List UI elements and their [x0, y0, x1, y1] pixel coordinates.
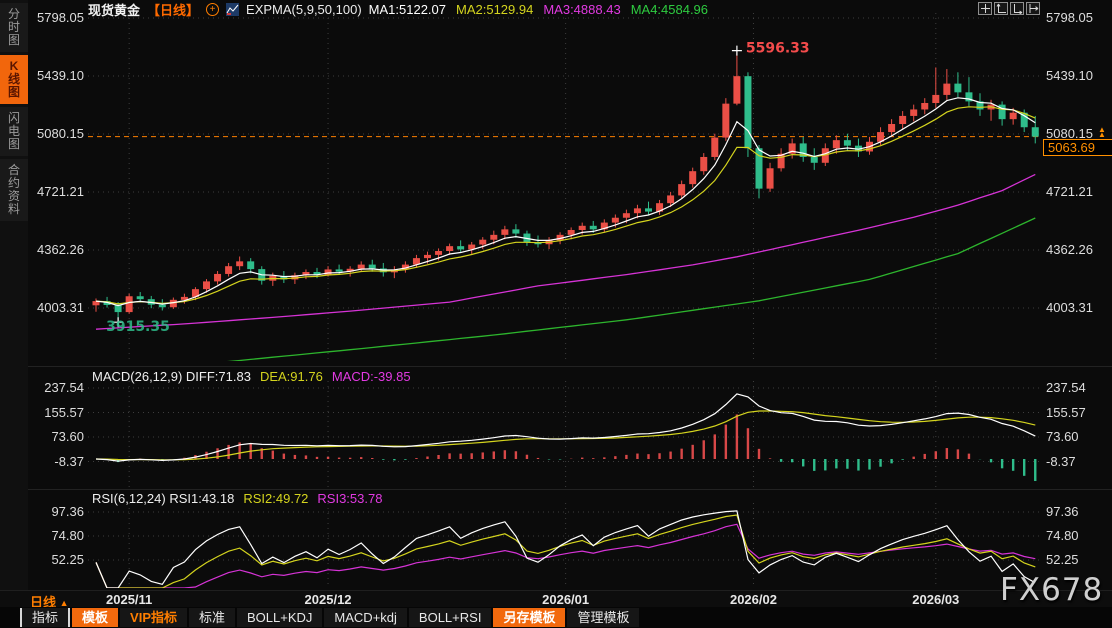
scroll-right-icon[interactable]: [1026, 2, 1040, 15]
current-price-tag: 5063.69: [1043, 139, 1112, 156]
svg-text:3915.35: 3915.35: [106, 319, 170, 335]
y-axis-label: 4721.21: [37, 183, 84, 199]
y-axis-label: 73.60: [51, 429, 84, 444]
y-axis-label: 74.80: [1046, 528, 1079, 543]
macd-header-part: MACD(26,12,9) DIFF:71.83: [92, 369, 251, 384]
ma1-value: MA1:5122.07: [368, 2, 446, 17]
rsi-header-part: RSI3:53.78: [317, 491, 383, 506]
macd-header-part: MACD:-39.85: [331, 369, 411, 384]
y-axis-label: 4362.26: [37, 241, 84, 257]
chart-header: 现货黄金 【日线】 + EXPMA(5,9,50,100) MA1:5122.0…: [88, 1, 718, 18]
y-axis-label: 5798.05: [1046, 10, 1093, 25]
y-axis-label: 4721.21: [1046, 183, 1093, 199]
x-axis-label: 2025/12: [304, 592, 352, 607]
ma4-value: MA4:4584.96: [630, 2, 709, 17]
add-indicator-icon[interactable]: +: [206, 3, 220, 16]
y-axis-label: 97.36: [1046, 504, 1079, 519]
ma3-value: MA3:4888.43: [543, 2, 621, 17]
sidebar-tab-time-chart[interactable]: 分时图: [0, 3, 28, 52]
btn-save-template[interactable]: 另存模板: [493, 608, 566, 627]
zoom-x-axis-icon[interactable]: [1010, 2, 1024, 15]
x-axis-label: 2026/03: [912, 592, 960, 607]
svg-text:5596.33: 5596.33: [746, 41, 810, 57]
chart-canvas[interactable]: 5596.33 3915.35: [0, 0, 1112, 590]
sidebar-tab-contract-info[interactable]: 合约资料: [0, 159, 28, 221]
zoom-y-axis-icon[interactable]: [994, 2, 1008, 15]
date-axis-row: 日线 ▲ 2025/11 2025/12 2026/01 2026/02 2026/03: [0, 590, 1112, 610]
watermark: FX678: [1000, 572, 1104, 608]
y-axis-label: 4003.31: [1046, 299, 1093, 315]
y-axis-label: 73.60: [1046, 429, 1079, 444]
ma-values: MA1:5122.07 MA2:5129.94 MA3:4888.43 MA4:458…: [369, 2, 718, 17]
y-axis-label: 52.25: [1046, 551, 1079, 567]
period-arrow-icon: ▲: [59, 598, 69, 608]
y-axis-label: -8.37: [54, 453, 84, 469]
btn-template[interactable]: 模板: [72, 608, 119, 627]
y-axis-label: 4003.31: [37, 299, 84, 315]
y-axis-label: 237.54: [1046, 380, 1086, 395]
y-axis-label: 5439.10: [37, 68, 84, 83]
crosshair-icon[interactable]: [978, 2, 992, 15]
y-axis-label: 97.36: [51, 504, 84, 519]
y-axis-label: 5080.15: [37, 126, 84, 141]
y-axis-label: 5080.15: [1046, 126, 1093, 141]
btn-manage-template[interactable]: 管理模板: [567, 608, 640, 627]
y-axis-label: 237.54: [44, 380, 84, 395]
ma2-value: MA2:5129.94: [456, 2, 534, 17]
btn-macd-kdj[interactable]: MACD+kdj: [324, 608, 407, 627]
btn-boll-kdj[interactable]: BOLL+KDJ: [237, 608, 323, 627]
indicator-name: EXPMA(5,9,50,100): [246, 2, 362, 17]
period-tag: 【日线】: [147, 3, 200, 18]
y-axis-label: 155.57: [1046, 404, 1086, 420]
chart-tool-icons: [978, 2, 1040, 15]
rsi-header-part: RSI(6,12,24) RSI1:43.18: [92, 491, 235, 506]
y-axis-label: 4362.26: [1046, 241, 1093, 257]
price-up-arrows-icon: ▲ ▲: [1098, 125, 1106, 139]
btn-indicator[interactable]: 指标: [20, 608, 71, 627]
rsi-pane-header: RSI(6,12,24) RSI1:43.18 RSI2:49.72 RSI3:53…: [92, 491, 391, 506]
rsi-header-part: RSI2:49.72: [243, 491, 309, 506]
x-axis-label: 2026/01: [542, 592, 590, 607]
y-axis-label: -8.37: [1046, 453, 1076, 469]
y-axis-label: 52.25: [51, 551, 84, 567]
symbol-name: 现货黄金: [88, 3, 141, 18]
x-axis-label: 2025/11: [106, 592, 153, 607]
y-axis-label: 74.80: [51, 528, 84, 543]
btn-boll-rsi[interactable]: BOLL+RSI: [408, 608, 492, 627]
macd-pane-header: MACD(26,12,9) DIFF:71.83 DEA:91.76 MACD:-3…: [92, 369, 420, 384]
y-axis-label: 5439.10: [1046, 68, 1093, 83]
macd-header-part: DEA:91.76: [259, 369, 323, 384]
x-axis-label: 2026/02: [729, 592, 777, 607]
sidebar-tab-flash-chart[interactable]: 闪电图: [0, 107, 28, 156]
bottom-toolbar: 指标 模板 VIP指标 标准 BOLL+KDJ MACD+kdj BOLL+RSI 另存模板管…: [0, 607, 1112, 628]
period-selector[interactable]: 日线 ▲: [30, 595, 69, 610]
btn-vip-indicator[interactable]: VIP指标: [120, 608, 187, 627]
y-axis-label: 155.57: [44, 404, 84, 420]
y-axis-label: 5798.05: [37, 10, 84, 25]
expma-legend-icon: [226, 3, 240, 16]
btn-standard[interactable]: 标准: [189, 608, 236, 627]
